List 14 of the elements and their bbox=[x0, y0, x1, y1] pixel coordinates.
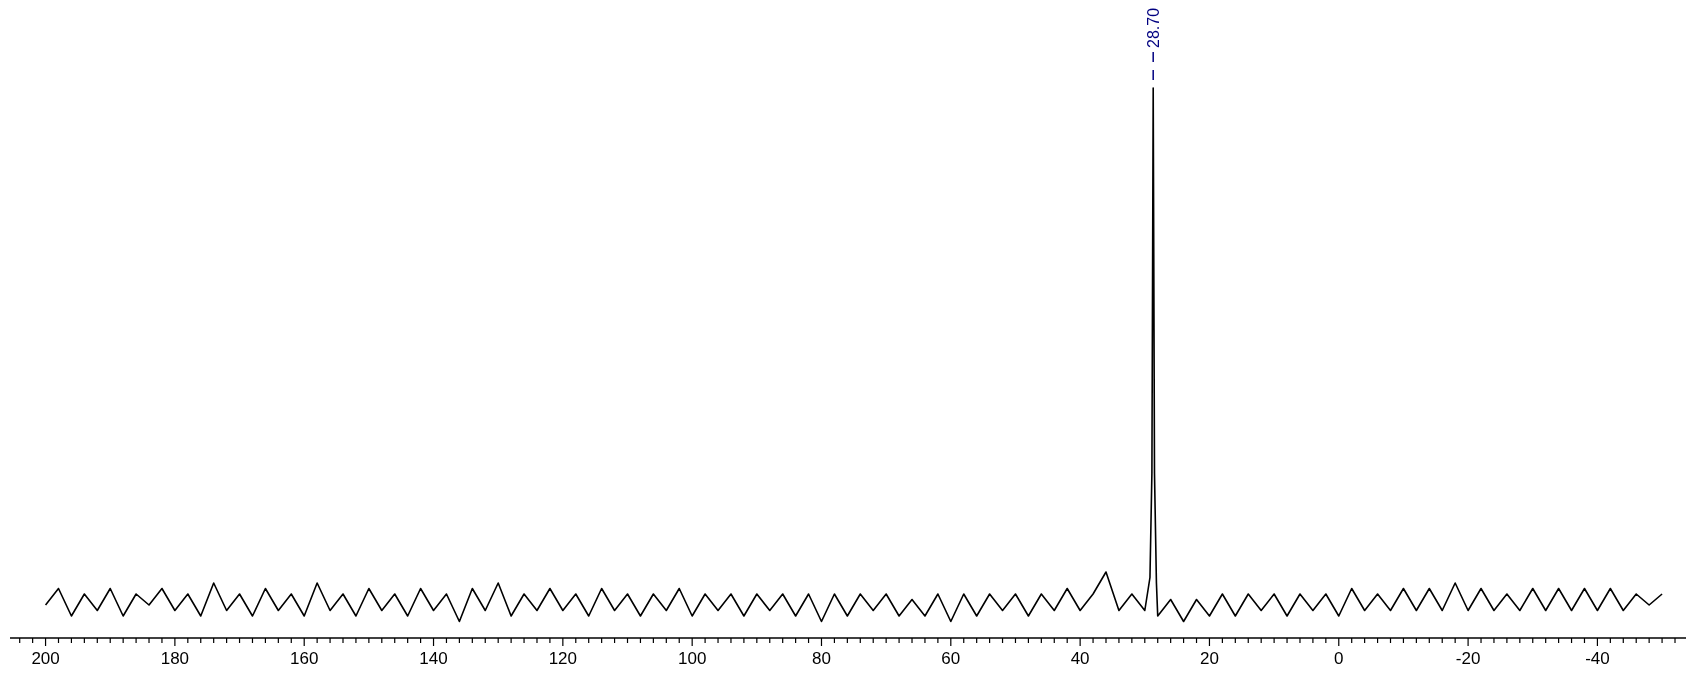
x-tick-label: 180 bbox=[160, 649, 190, 668]
x-tick-label: 60 bbox=[941, 649, 961, 668]
x-tick-label: 200 bbox=[31, 649, 60, 668]
x-tick-label: 100 bbox=[677, 649, 707, 668]
x-tick-label: 0 bbox=[1334, 649, 1344, 668]
x-tick-label: 20 bbox=[1199, 649, 1219, 668]
x-tick-label: -40 bbox=[1585, 649, 1610, 668]
x-tick-label: 40 bbox=[1070, 649, 1090, 668]
x-tick-label: 80 bbox=[812, 649, 831, 668]
x-tick-label: 140 bbox=[419, 649, 448, 668]
x-tick-label: -20 bbox=[1455, 649, 1481, 668]
x-tick-label: 160 bbox=[290, 649, 319, 668]
x-tick-label: 120 bbox=[548, 649, 578, 668]
annotation: 28.70 bbox=[1145, 7, 1163, 48]
